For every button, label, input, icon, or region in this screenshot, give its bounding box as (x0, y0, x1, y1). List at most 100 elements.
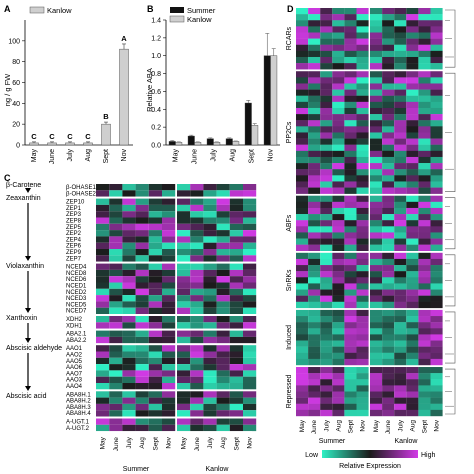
colorbar-low-label: Low (305, 452, 319, 459)
heatmap-cell (148, 322, 162, 329)
heatmap-cell (135, 249, 149, 256)
heatmap-cell (96, 410, 110, 417)
heatmap-cell (394, 44, 407, 52)
heatmap-cell (190, 403, 204, 411)
heatmap-cell (296, 403, 309, 411)
heatmap-cell (344, 295, 357, 302)
heatmap-cell (109, 223, 123, 231)
heatmap-cell (320, 63, 333, 70)
heatmap-cell (296, 95, 309, 103)
heatmap-cell (135, 330, 149, 337)
heatmap-cell (296, 71, 309, 78)
heatmap-cell (332, 20, 345, 27)
heatmap-cell (382, 89, 395, 96)
heatmap-cell (332, 373, 345, 380)
dendrogram-branch (445, 9, 456, 68)
panel-b-bar-kanlow-aug (232, 141, 240, 146)
heatmap-cell (320, 252, 333, 260)
heatmap-cell (216, 424, 230, 432)
heatmap-cell (406, 352, 419, 360)
heatmap-cell (418, 156, 431, 164)
heatmap-cell (430, 409, 443, 417)
heatmap-cell (320, 8, 333, 15)
heatmap-cell (406, 346, 419, 353)
heatmap-cell (216, 307, 230, 314)
heatmap-cell (418, 226, 431, 233)
heatmap-cell (430, 201, 443, 209)
heatmap-cell (308, 138, 321, 145)
heatmap-cell (370, 346, 383, 353)
heatmap-cell (418, 38, 431, 45)
heatmap-cell (308, 238, 321, 245)
heatmap-cell (109, 276, 123, 283)
heatmap-cell (430, 316, 443, 323)
heatmap-cell (394, 14, 407, 21)
gene-label: ABA2.2 (66, 338, 87, 344)
heatmap-cell (296, 132, 309, 139)
heatmap-cell (344, 50, 357, 58)
heatmap-cell (418, 367, 431, 374)
heatmap-cell (229, 282, 243, 289)
heatmap-cell (418, 101, 431, 109)
colorbar-title: Relative Expression (339, 463, 401, 470)
heatmap-cell (344, 156, 357, 164)
heatmap-cell (418, 409, 431, 417)
heatmap-column-label: July (207, 436, 214, 448)
heatmap-cell (382, 201, 395, 209)
heatmap-cell (135, 282, 149, 289)
heatmap-cell (122, 364, 136, 371)
panel-b-bar-summer-nov (263, 55, 271, 146)
heatmap-cell (109, 295, 123, 302)
heatmap-cell (430, 77, 443, 84)
heatmap-cell (356, 44, 369, 52)
heatmap-cell (430, 8, 443, 15)
heatmap-cell (296, 358, 309, 366)
heatmap-cell (308, 169, 321, 176)
heatmap-cell (382, 14, 395, 21)
gene-label: ZEP9 (66, 250, 82, 256)
heatmap-cell (148, 424, 162, 432)
heatmap-cell (406, 277, 419, 284)
heatmap-cell (344, 120, 357, 127)
heatmap-cell (203, 307, 217, 314)
heatmap-cell (394, 83, 407, 90)
heatmap-cell (430, 20, 443, 27)
heatmap-cell (162, 288, 176, 296)
heatmap-cell (190, 357, 204, 365)
heatmap-cell (216, 242, 230, 249)
gene-label: ZEP2 (66, 231, 82, 237)
heatmap-cell (394, 238, 407, 245)
gene-label: ZEP4 (66, 237, 82, 243)
heatmap-cell (418, 358, 431, 366)
heatmap-cell (406, 195, 419, 203)
heatmap-cell (344, 252, 357, 260)
heatmap-column-label: Aug (220, 437, 227, 449)
heatmap-cell (96, 351, 110, 358)
heatmap-cell (370, 271, 383, 278)
heatmap-cell (135, 204, 149, 212)
heatmap-cell (356, 207, 369, 215)
heatmap-cell (344, 56, 357, 64)
heatmap-column-label: Sept (421, 420, 428, 434)
heatmap-cell (148, 364, 162, 371)
heatmap-cell (332, 379, 345, 386)
heatmap-cell (96, 263, 110, 270)
heatmap-cell (394, 226, 407, 233)
heatmap-cell (122, 276, 136, 283)
heatmap-cell (177, 322, 191, 329)
panel-a-x-tick-label: June (49, 149, 56, 164)
heatmap-cell (190, 383, 204, 390)
heatmap-cell (344, 391, 357, 398)
heatmap-cell (229, 357, 243, 365)
heatmap-cell (370, 107, 383, 115)
heatmap-cell (296, 207, 309, 215)
heatmap-cell (122, 249, 136, 256)
heatmap-cell (216, 230, 230, 237)
heatmap-cell (370, 20, 383, 27)
panel-letter-c: C (4, 173, 11, 183)
heatmap-cell (162, 190, 176, 197)
heatmap-cell (382, 144, 395, 152)
heatmap-cell (162, 316, 176, 323)
heatmap-cell (356, 150, 369, 158)
heatmap-cell (177, 418, 191, 425)
